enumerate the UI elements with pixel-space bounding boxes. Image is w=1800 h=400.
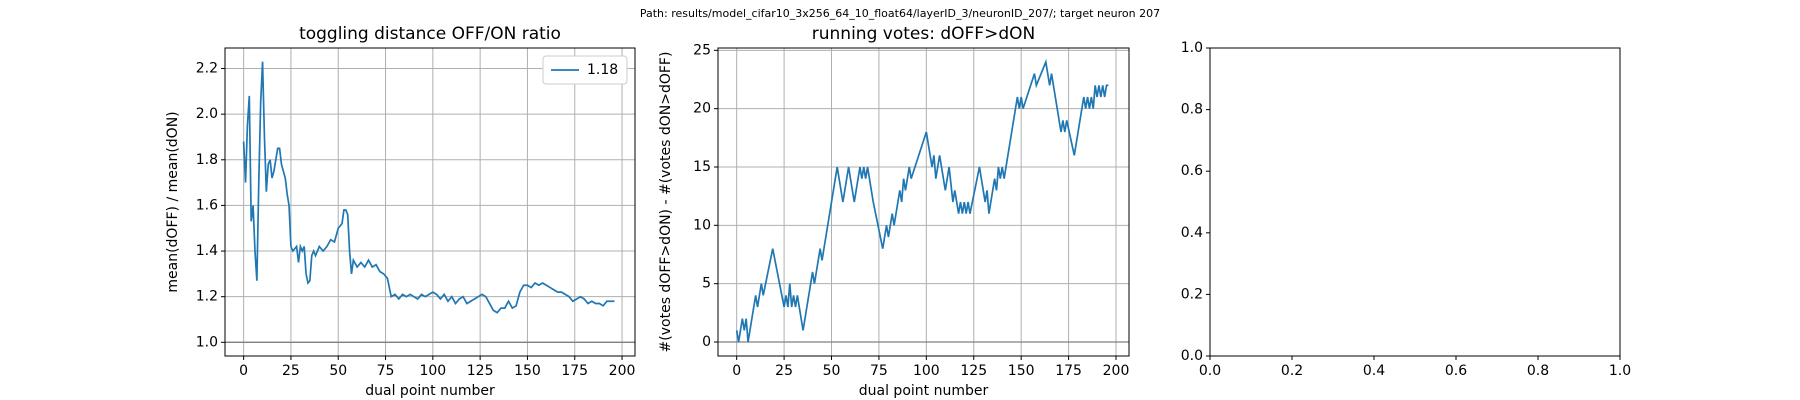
x-tick-label: 25 — [775, 363, 793, 379]
x-tick-label: 200 — [609, 363, 636, 379]
x-tick-label: 0 — [239, 363, 248, 379]
x-tick-label: 125 — [467, 363, 494, 379]
x-tick-label: 0.6 — [1445, 363, 1467, 379]
y-tick-label: 15 — [693, 159, 711, 175]
axes-frame — [1209, 47, 1621, 357]
y-tick-label: 0.8 — [1181, 102, 1203, 118]
legend-box — [542, 55, 628, 85]
y-tick-label: 0 — [702, 334, 711, 350]
x-tick-label: 150 — [1008, 363, 1035, 379]
x-tick-label: 25 — [282, 363, 300, 379]
axes-title: toggling distance OFF/ON ratio — [299, 24, 561, 44]
y-tick-label: 1.0 — [1181, 40, 1203, 56]
y-tick-label: 10 — [693, 217, 711, 233]
y-tick-label: 0.4 — [1181, 225, 1203, 241]
y-tick-label: 1.8 — [196, 152, 218, 168]
x-tick-label: 175 — [1055, 363, 1082, 379]
x-tick-label: 50 — [329, 363, 347, 379]
y-tick-label: 1.6 — [196, 197, 218, 213]
x-tick-label: 0.2 — [1281, 363, 1303, 379]
axes-title: running votes: dOFF>dON — [812, 24, 1035, 44]
x-tick-label: 200 — [1103, 363, 1130, 379]
y-tick-label: 0.6 — [1181, 163, 1203, 179]
data-line — [735, 58, 1109, 343]
axes-frame — [717, 47, 1130, 357]
x-tick-label: 0.4 — [1363, 363, 1385, 379]
x-tick-label: 100 — [913, 363, 940, 379]
x-tick-label: 150 — [514, 363, 541, 379]
y-tick-label: 25 — [693, 42, 711, 58]
y-tick-label: 2.0 — [196, 106, 218, 122]
x-tick-label: 75 — [377, 363, 395, 379]
x-tick-label: 50 — [823, 363, 841, 379]
y-tick-label: 20 — [693, 101, 711, 117]
y-tick-label: 0.0 — [1181, 348, 1203, 364]
x-tick-label: 100 — [419, 363, 446, 379]
y-tick-label: 0.2 — [1181, 286, 1203, 302]
legend-label: 1.18 — [587, 62, 618, 78]
y-tick-label: 5 — [702, 276, 711, 292]
y-axis-label: #(votes dOFF>dON) - #(votes dON>dOFF) — [658, 52, 674, 353]
y-tick-label: 1.2 — [196, 289, 218, 305]
axes-frame — [224, 47, 636, 357]
figure-title: Path: results/model_cifar10_3x256_64_10_… — [640, 7, 1160, 20]
legend: 1.18 — [542, 55, 628, 85]
x-axis-label: dual point number — [365, 383, 495, 399]
x-tick-label: 0.0 — [1199, 363, 1221, 379]
x-tick-label: 175 — [561, 363, 588, 379]
data-line — [242, 61, 615, 314]
x-tick-label: 75 — [870, 363, 888, 379]
x-tick-label: 0.8 — [1527, 363, 1549, 379]
y-tick-label: 1.0 — [196, 334, 218, 350]
x-tick-label: 0 — [732, 363, 741, 379]
y-tick-label: 1.4 — [196, 243, 218, 259]
x-tick-label: 125 — [960, 363, 987, 379]
y-axis-label: mean(dOFF) / mean(dON) — [165, 111, 181, 292]
y-tick-label: 2.2 — [196, 61, 218, 77]
x-tick-label: 1.0 — [1609, 363, 1631, 379]
x-axis-label: dual point number — [859, 383, 989, 399]
